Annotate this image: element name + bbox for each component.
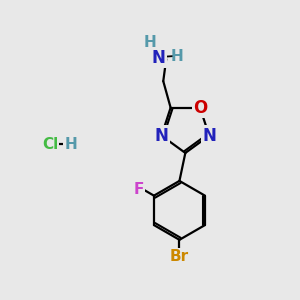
Text: N: N xyxy=(202,127,216,145)
Text: F: F xyxy=(134,182,144,196)
Text: H: H xyxy=(144,35,156,50)
Text: O: O xyxy=(193,99,207,117)
Text: Cl: Cl xyxy=(42,136,58,152)
Text: N: N xyxy=(154,127,169,145)
Text: H: H xyxy=(171,49,184,64)
Text: H: H xyxy=(65,136,77,152)
Text: N: N xyxy=(152,49,166,67)
Text: Br: Br xyxy=(170,249,189,264)
